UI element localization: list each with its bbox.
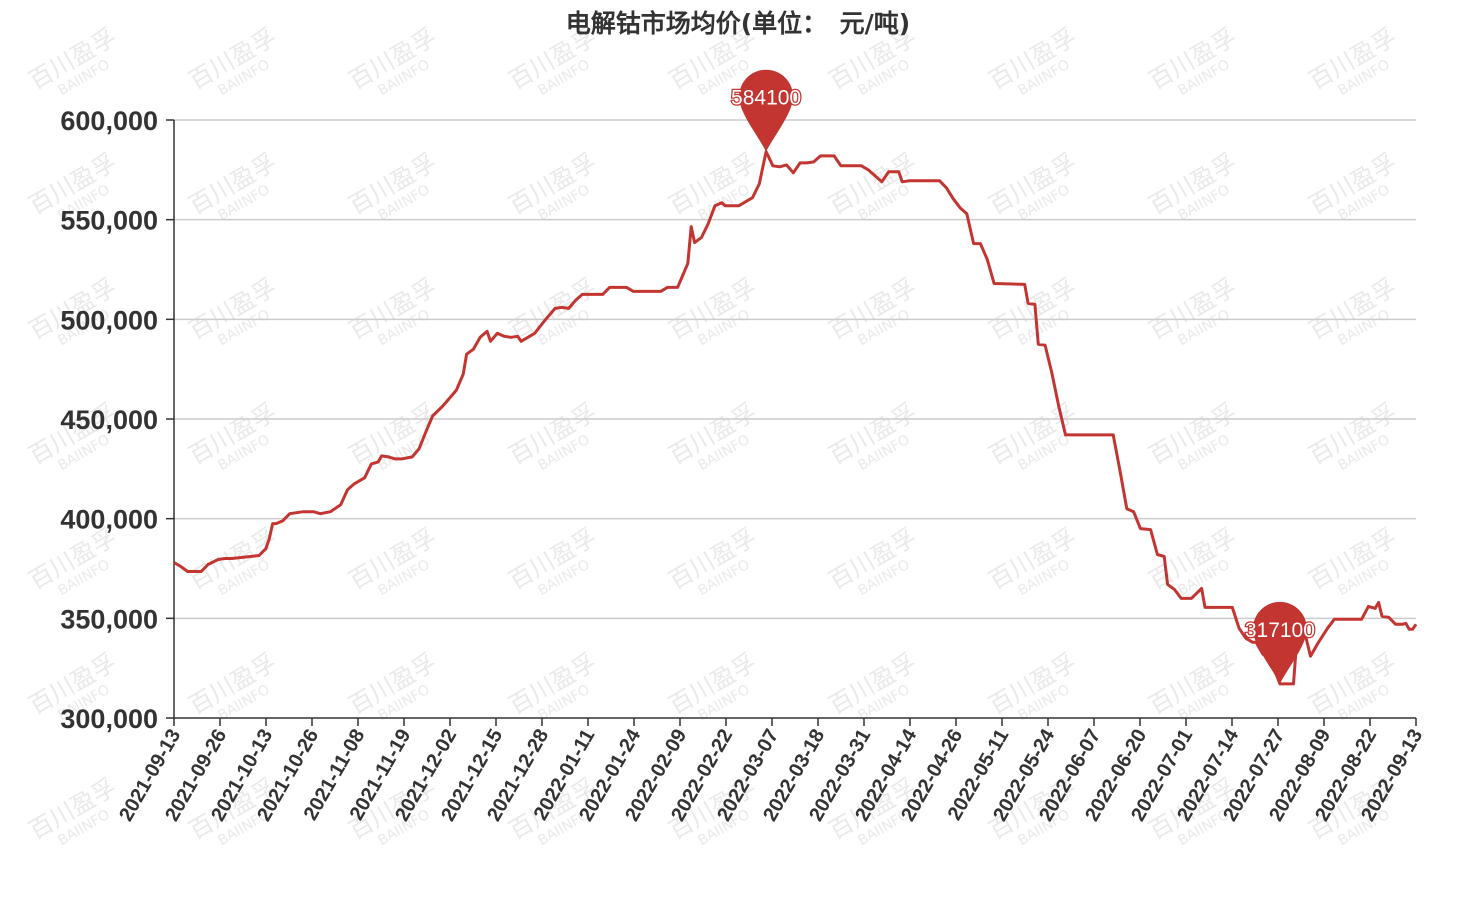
y-tick-label: 300,000 (60, 704, 158, 734)
series-layer (173, 150, 1418, 686)
y-tick-label: 400,000 (60, 505, 158, 535)
chart-title: 电解钴市场均价(单位： 元/吨) (565, 9, 911, 38)
y-tick-label: 500,000 (60, 305, 158, 335)
series-line (173, 150, 1418, 686)
x-axis-ticks: 2021-09-132021-09-262021-10-132021-10-26… (115, 718, 1427, 825)
pin-shape (739, 69, 794, 152)
y-tick-label: 600,000 (60, 106, 158, 136)
min-pin: 317100 (1244, 601, 1316, 684)
mark-points: 584100 317100 (730, 69, 1316, 684)
pin-label: 584100 (731, 87, 801, 110)
max-pin: 584100 (730, 69, 802, 152)
y-tick-label: 350,000 (60, 604, 158, 634)
pin-label: 317100 (1245, 619, 1315, 642)
y-axis-ticks: 300,000 350,000 400,000 450,000 500,000 550,0… (60, 106, 174, 734)
y-tick-label: 550,000 (60, 206, 158, 236)
grid-lines (174, 119, 1416, 620)
pin-shape (1252, 601, 1307, 684)
y-tick-label: 450,000 (60, 405, 158, 435)
